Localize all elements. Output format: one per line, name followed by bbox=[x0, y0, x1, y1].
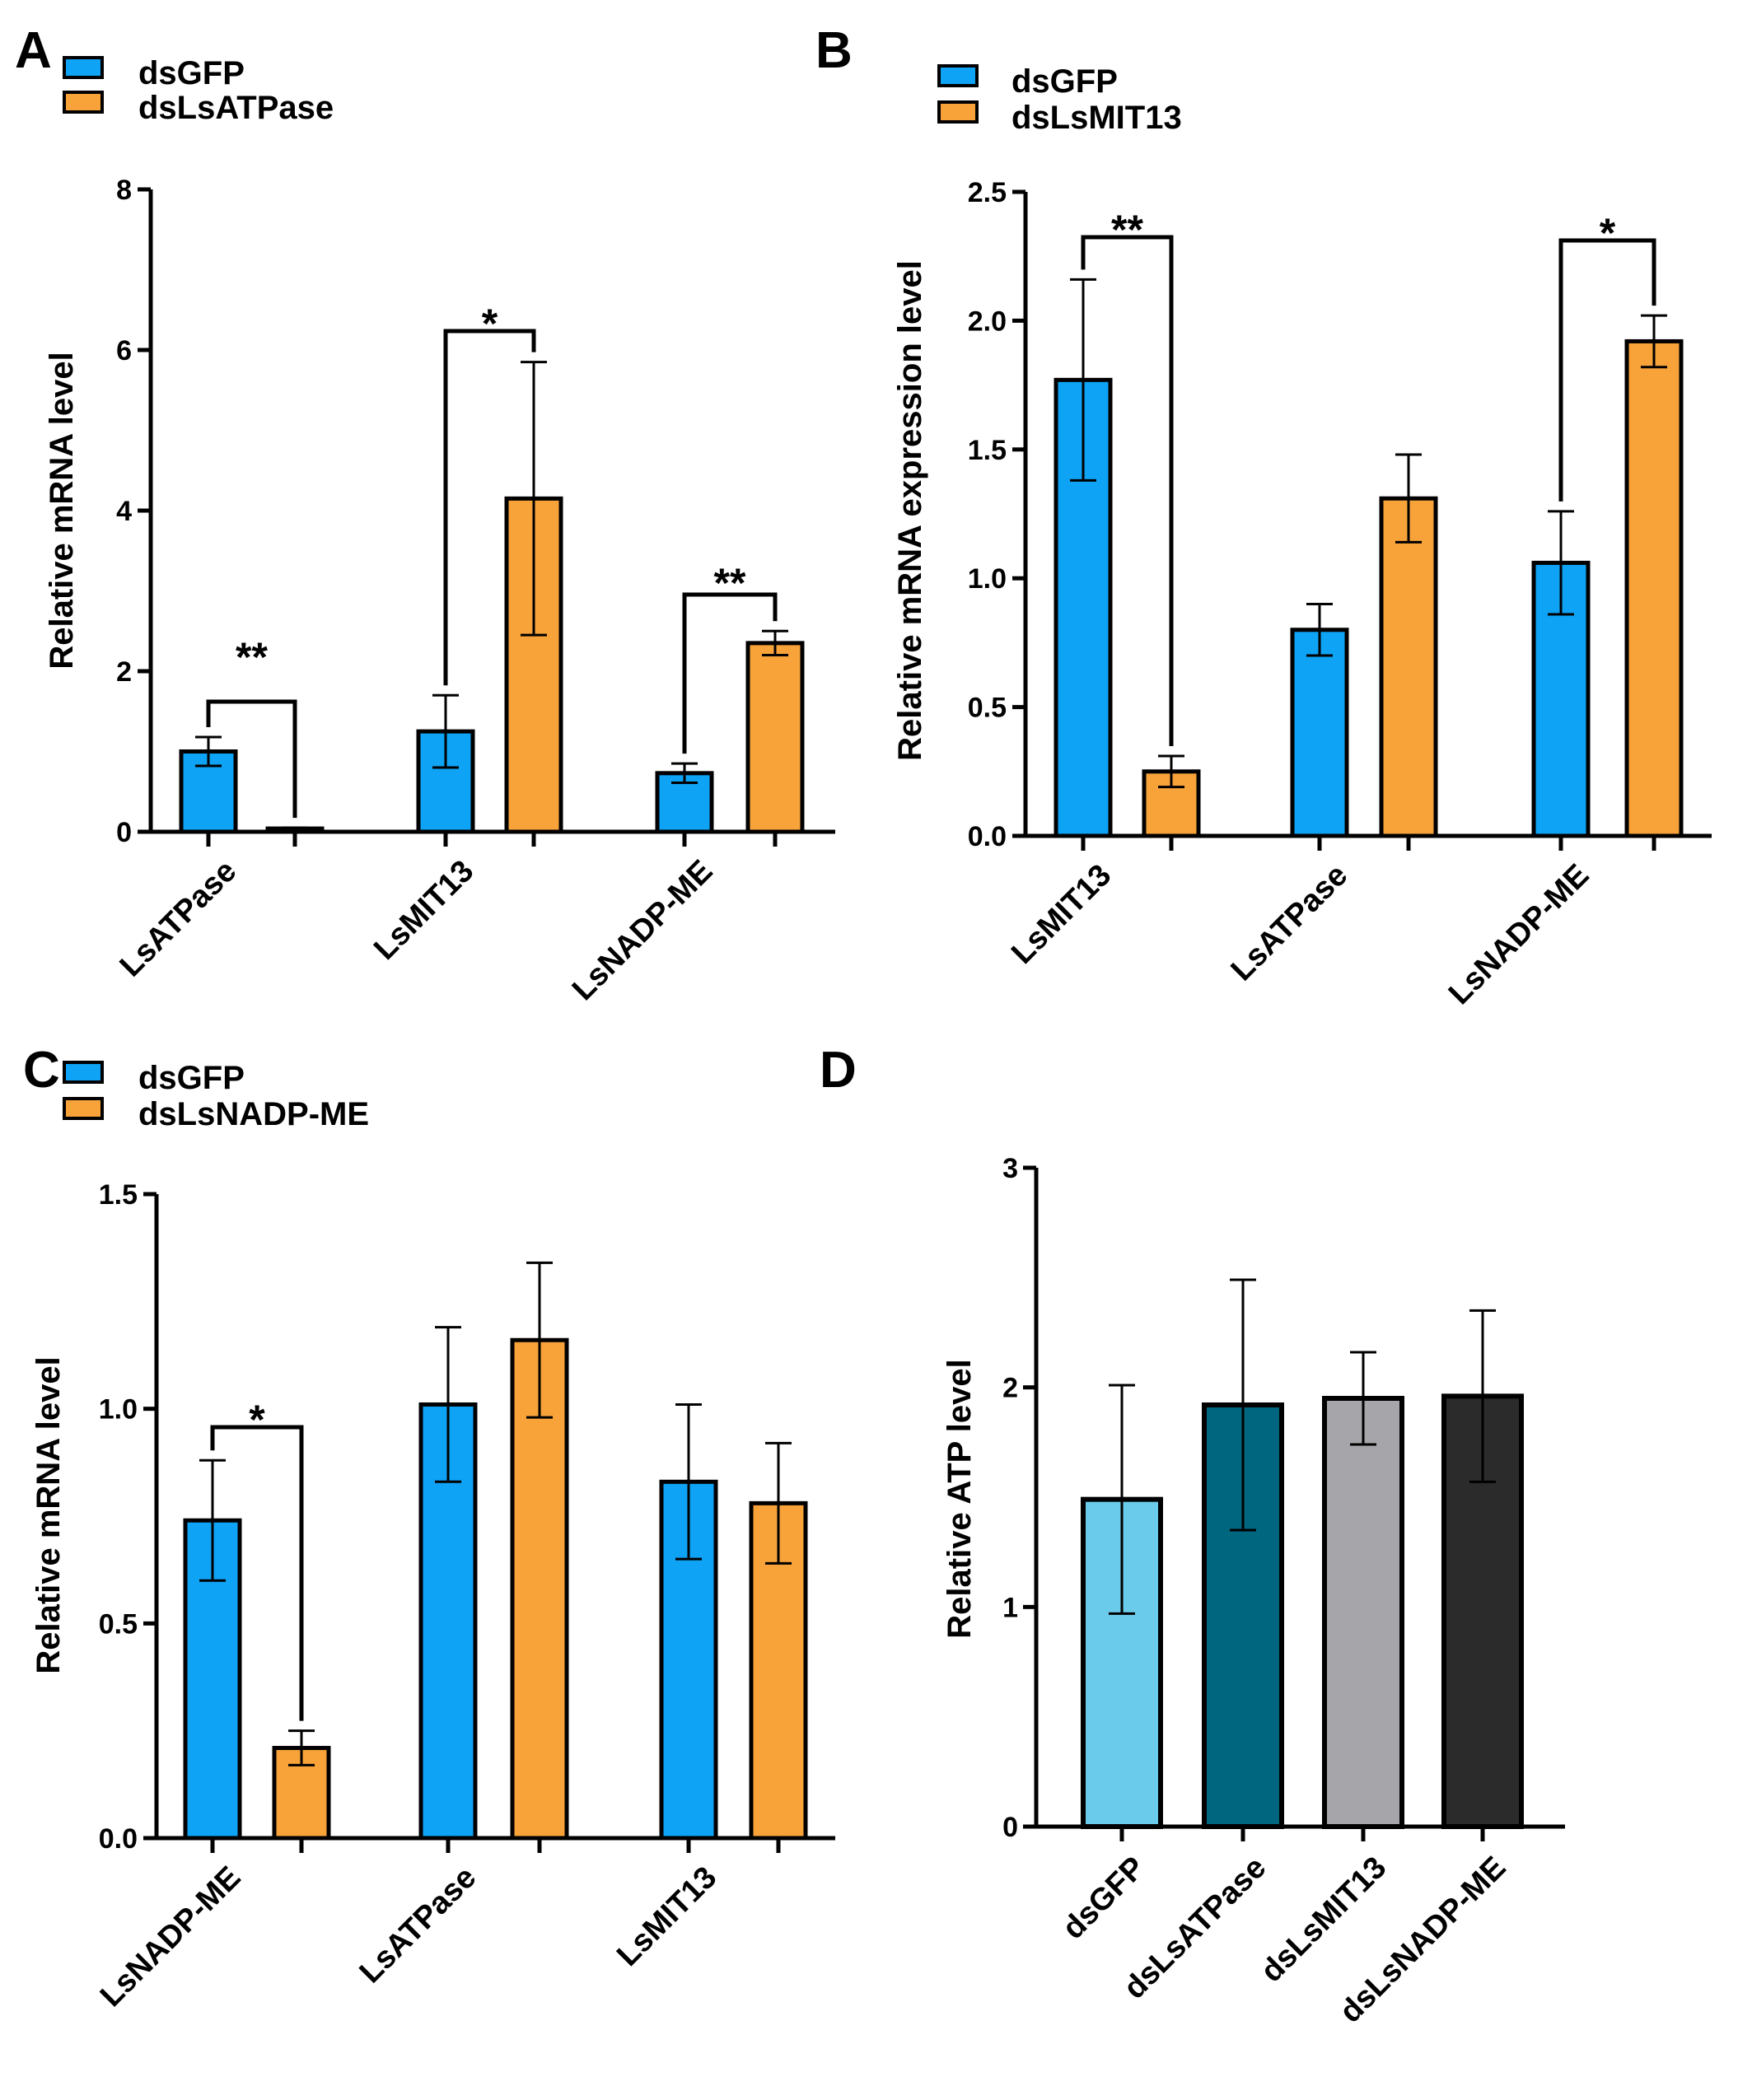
panel-b-y-tick-label: 2.0 bbox=[968, 306, 1007, 337]
panel-a-bar bbox=[745, 641, 805, 834]
panel-a-legend-label: dsLsATPase bbox=[138, 90, 334, 126]
panel-c-legend-label: dsLsNADP-ME bbox=[138, 1096, 369, 1132]
panel-b-category-label: LsMIT13 bbox=[1005, 858, 1118, 971]
panel-c-category-label: LsATPase bbox=[353, 1860, 484, 1990]
panel-b-legend-label: dsLsMIT13 bbox=[1011, 100, 1182, 136]
panel-a-category-label: LsNADP-ME bbox=[566, 854, 719, 1007]
panel-a-category-label: LsMIT13 bbox=[367, 854, 480, 967]
panel-b-legend-label: dsGFP bbox=[1011, 63, 1118, 100]
panel-c-category-label: LsNADP-ME bbox=[94, 1860, 247, 2014]
panel-a-significance-bracket bbox=[682, 592, 778, 754]
panel-d-y-tick-label: 0 bbox=[1002, 1812, 1018, 1843]
panel-d-y-axis-label: Relative ATP level bbox=[941, 1359, 978, 1638]
panel-b-bar bbox=[1379, 496, 1438, 838]
panel-d-bar bbox=[1322, 1396, 1404, 1829]
panel-c-y-axis-label: Relative mRNA level bbox=[30, 1356, 67, 1673]
panel-c-legend-swatch bbox=[63, 1061, 104, 1084]
panel-a-legend-swatch bbox=[63, 56, 104, 79]
panel-c-legend-swatch bbox=[63, 1097, 104, 1120]
panel-a-y-axis-label: Relative mRNA level bbox=[44, 352, 80, 669]
panel-b-significance-bracket bbox=[1081, 235, 1174, 747]
panel-c-y-tick-label: 1.0 bbox=[99, 1394, 138, 1426]
panel-c-category-label: LsMIT13 bbox=[610, 1860, 723, 1973]
panel-b-legend-swatch bbox=[937, 64, 979, 87]
panel-a-category-label: LsATPase bbox=[114, 854, 244, 984]
panel-b-significance-bracket bbox=[1558, 238, 1656, 502]
panel-c-significance-label: * bbox=[249, 1397, 265, 1443]
panel-d-y-tick-label: 3 bbox=[1002, 1153, 1018, 1184]
panel-c-legend-label: dsGFP bbox=[138, 1060, 245, 1096]
panel-a-y-tick-label: 4 bbox=[116, 496, 132, 527]
panel-b-letter: B bbox=[815, 22, 853, 79]
panel-b-y-axis-label: Relative mRNA expression level bbox=[892, 260, 928, 761]
panel-b-category-label: LsATPase bbox=[1225, 858, 1355, 988]
panel-a-letter: A bbox=[15, 22, 52, 79]
panel-a-y-tick-label: 6 bbox=[116, 335, 132, 366]
panel-b-y-tick-label: 2.5 bbox=[968, 177, 1007, 208]
panel-d-y-tick-label: 2 bbox=[1002, 1373, 1018, 1404]
panel-a-y-tick-label: 8 bbox=[116, 175, 132, 206]
panel-a-significance-bracket bbox=[443, 329, 536, 686]
panel-b-y-tick-label: 0.0 bbox=[968, 821, 1007, 852]
panel-b-bar bbox=[1624, 338, 1684, 838]
panel-b-y-tick-label: 0.5 bbox=[968, 693, 1007, 724]
panel-b-y-tick-label: 1.0 bbox=[968, 563, 1007, 595]
panel-d-category-label: dsGFP bbox=[1056, 1850, 1152, 1946]
panel-c-y-tick-label: 0.5 bbox=[99, 1608, 138, 1640]
panel-c-y-tick-label: 0.0 bbox=[99, 1823, 138, 1855]
panel-a-legend-swatch bbox=[63, 91, 104, 114]
panel-c-significance-bracket bbox=[210, 1425, 304, 1721]
panel-d-y-tick-label: 1 bbox=[1002, 1592, 1018, 1623]
panel-a-significance-bracket bbox=[206, 699, 297, 819]
panel-b-y-tick-label: 1.5 bbox=[968, 435, 1007, 466]
panel-b-significance-label: * bbox=[1600, 210, 1616, 256]
panel-b-bar bbox=[1290, 628, 1349, 838]
panel-a-significance-label: * bbox=[482, 301, 498, 347]
panel-a-significance-label: ** bbox=[236, 634, 268, 680]
panel-a-legend-label: dsGFP bbox=[138, 55, 245, 91]
panel-a-y-tick-label: 0 bbox=[116, 817, 132, 848]
panel-c-y-tick-label: 1.5 bbox=[99, 1179, 138, 1211]
panel-b-legend-swatch bbox=[937, 100, 979, 124]
panel-c-letter: C bbox=[23, 1042, 60, 1099]
panel-a-y-tick-label: 2 bbox=[116, 656, 132, 688]
panel-b-significance-label: ** bbox=[1111, 207, 1143, 253]
panel-a-significance-label: ** bbox=[714, 560, 746, 606]
panel-d-letter: D bbox=[820, 1042, 857, 1099]
panel-b-category-label: LsNADP-ME bbox=[1442, 858, 1596, 1011]
panel-c-bar bbox=[510, 1337, 569, 1841]
